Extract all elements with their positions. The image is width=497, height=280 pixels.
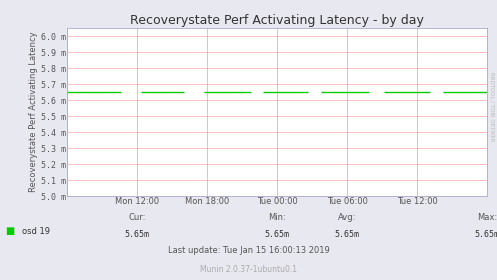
Text: Avg:: Avg:: [338, 213, 356, 222]
Text: 5.65m: 5.65m: [475, 230, 497, 239]
Text: Cur:: Cur:: [129, 213, 146, 222]
Text: 5.65m: 5.65m: [334, 230, 360, 239]
Text: Last update: Tue Jan 15 16:00:13 2019: Last update: Tue Jan 15 16:00:13 2019: [167, 246, 330, 255]
Y-axis label: Recoverystate Perf Activating Latency: Recoverystate Perf Activating Latency: [29, 32, 38, 192]
Text: Max:: Max:: [477, 213, 497, 222]
Text: RRDTOOL / TOBI OETIKER: RRDTOOL / TOBI OETIKER: [489, 72, 494, 141]
Text: Munin 2.0.37-1ubuntu0.1: Munin 2.0.37-1ubuntu0.1: [200, 265, 297, 274]
Text: osd 19: osd 19: [22, 227, 50, 235]
Text: Min:: Min:: [268, 213, 286, 222]
Text: ■: ■: [5, 226, 14, 236]
Title: Recoverystate Perf Activating Latency - by day: Recoverystate Perf Activating Latency - …: [130, 14, 424, 27]
Text: 5.65m: 5.65m: [125, 230, 150, 239]
Text: 5.65m: 5.65m: [264, 230, 290, 239]
